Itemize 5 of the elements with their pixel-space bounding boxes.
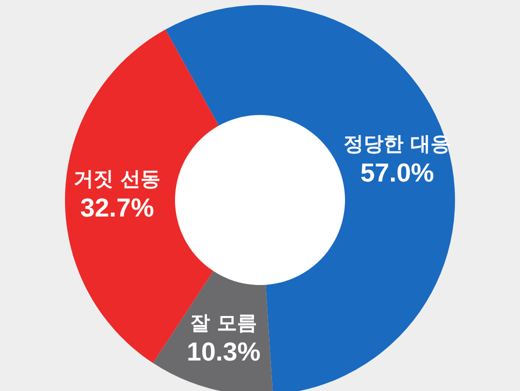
- data-label: 10.3%: [186, 336, 260, 366]
- slice-label: 잘 모름: [190, 310, 258, 334]
- slice-label: 거짓 선동: [74, 166, 161, 191]
- data-label: 57.0%: [360, 158, 434, 188]
- data-label: 32.7%: [80, 192, 154, 223]
